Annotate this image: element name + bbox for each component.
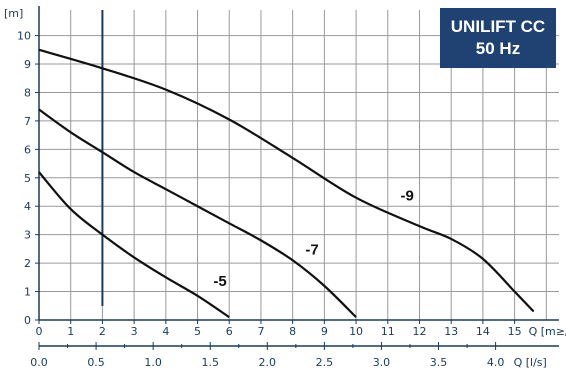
y-tick-label: 6 xyxy=(24,143,31,156)
grid xyxy=(39,10,559,320)
x-tick-label: 13 xyxy=(444,325,458,338)
x-tick-label: 12 xyxy=(412,325,426,338)
y-tick-label: 0 xyxy=(24,314,31,327)
y-tick-label: 1 xyxy=(24,286,31,299)
y-tick-label: 4 xyxy=(24,200,31,213)
y-tick-label: 7 xyxy=(24,115,31,128)
chart-title-line2: 50 Hz xyxy=(475,39,521,58)
x-tick-label: 0 xyxy=(36,325,43,338)
x-tick-label: 8 xyxy=(289,325,296,338)
labels: -5 -7 -9 xyxy=(213,188,413,290)
x-tick-label: 1 xyxy=(67,325,74,338)
curve-label: -7 xyxy=(305,242,318,259)
y-tick-label: 8 xyxy=(24,86,31,99)
curve-minus9 xyxy=(38,48,535,313)
x-axis-unit: Q [m≥/h] xyxy=(529,325,566,338)
curves xyxy=(38,48,535,319)
x-tick-label: 10 xyxy=(349,325,363,338)
x2-tick-label: 1.5 xyxy=(201,356,219,369)
y-tick-label: 2 xyxy=(24,257,31,270)
y-tick-label: 3 xyxy=(24,229,31,242)
curve-label: -9 xyxy=(400,188,413,205)
y-tick-label: 5 xyxy=(24,172,31,185)
x-tick-label: 6 xyxy=(226,325,233,338)
y-tick-label: 10 xyxy=(17,30,31,43)
x-tick-label: 15 xyxy=(508,325,522,338)
x-tick-label: 9 xyxy=(321,325,328,338)
x2-tick-label: 1.0 xyxy=(144,356,162,369)
x2-tick-label: 4.0 xyxy=(487,356,505,369)
x2-tick-label: 0.5 xyxy=(87,356,105,369)
x-tick-label: 11 xyxy=(381,325,395,338)
x-tick-label: 5 xyxy=(194,325,201,338)
x-tick-label: 4 xyxy=(162,325,169,338)
y-axis-unit: [m] xyxy=(4,7,23,20)
chart-title-line1: UNILIFT CC xyxy=(450,17,546,36)
curve-label: -5 xyxy=(213,273,226,290)
x2-tick-label: 3.0 xyxy=(373,356,391,369)
x2-tick-label: 3.5 xyxy=(430,356,448,369)
x-tick-label: 2 xyxy=(99,325,106,338)
x-tick-label: 3 xyxy=(131,325,138,338)
x-tick-label: 7 xyxy=(257,325,264,338)
curve-minus7 xyxy=(38,108,357,318)
chart-title-box: UNILIFT CC 50 Hz xyxy=(440,8,556,68)
x2-tick-label: 2.0 xyxy=(259,356,277,369)
x2-tick-label: 2.5 xyxy=(316,356,334,369)
curve-minus5 xyxy=(38,171,230,319)
y-tick-label: 9 xyxy=(24,58,31,71)
x-tick-label: 14 xyxy=(476,325,490,338)
x2-axis-unit: Q [l/s] xyxy=(514,356,547,369)
x2-tick-label: 0.0 xyxy=(30,356,48,369)
